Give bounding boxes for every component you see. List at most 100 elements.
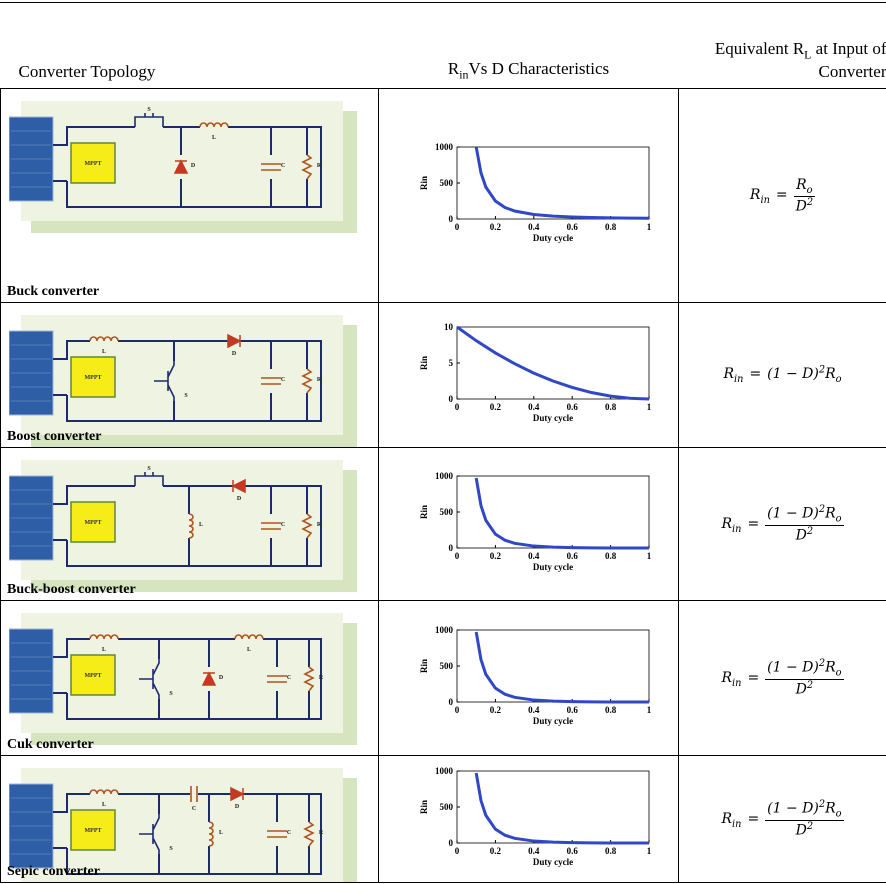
x-tick-label: 0.6: [566, 402, 578, 412]
x-tick-label: 0.4: [528, 402, 540, 412]
text-token: in: [734, 374, 743, 385]
formula-lhs: Rin: [723, 366, 743, 382]
formula-relation: =: [747, 670, 759, 686]
component-label: D: [235, 804, 240, 810]
fraction: (1 − D)2RoD2: [765, 658, 843, 697]
y-axis-label: Rin: [419, 504, 429, 518]
x-axis-label: Duty cycle: [532, 562, 572, 572]
text-token: D: [796, 528, 807, 544]
y-axis-label: Rin: [419, 799, 429, 813]
text-token: 2: [807, 821, 813, 832]
gap: [268, 155, 274, 179]
x-tick-label: 0.4: [528, 222, 540, 232]
x-tick-label: 0.4: [528, 551, 540, 561]
text-token: at Input of Converter: [811, 39, 886, 81]
top-rule: [0, 2, 886, 3]
formula-lhs: Rin: [721, 516, 741, 532]
x-tick-label: 0.6: [566, 551, 578, 561]
numerator: (1 − D)2Ro: [765, 658, 843, 679]
mppt-label: MPPT: [85, 673, 102, 679]
gap: [156, 814, 162, 854]
x-tick-label: 0.6: [566, 846, 578, 856]
text-token: R: [750, 187, 761, 203]
rin-chart: 0500100000.20.40.60.81Duty cycleRin: [399, 468, 659, 576]
text-token: 2: [807, 680, 813, 691]
gap: [274, 822, 280, 846]
y-tick-label: 0: [448, 543, 453, 553]
text-token: R: [825, 506, 836, 522]
circuit-board: [21, 460, 343, 580]
y-tick-label: 500: [439, 507, 453, 517]
component-label: D: [191, 163, 196, 169]
text-token: o: [836, 668, 842, 679]
formula-cell: Rin = (1 − D)2RoD2: [679, 601, 886, 756]
chart-cell: 0500100000.20.40.60.81Duty cycleRin: [379, 601, 679, 756]
plot-area: [457, 476, 649, 548]
fraction: (1 − D)2Ro D2: [765, 504, 843, 543]
numerator: (1 − D)2Ro: [765, 799, 843, 820]
component-label: L: [102, 349, 106, 355]
formula-lhs: Rin: [721, 811, 741, 827]
component-label: L: [199, 522, 203, 528]
x-tick-label: 1: [646, 551, 651, 561]
text-token: Vs D Characteristics: [468, 59, 609, 78]
x-tick-label: 0.6: [566, 222, 578, 232]
formula-relation: =: [747, 516, 759, 532]
denominator: D2: [794, 821, 815, 839]
table-row: MPPTSLDCRBuck converter0500100000.20.40.…: [1, 89, 886, 303]
x-tick-label: 1: [646, 402, 651, 412]
formula-relation: =: [776, 187, 788, 203]
text-token: 2: [807, 526, 813, 537]
text-token: R: [721, 811, 732, 827]
component-label: R: [319, 675, 324, 681]
text-token: R: [825, 801, 836, 817]
component-label: L: [102, 647, 106, 653]
x-tick-label: 0.4: [528, 705, 540, 715]
column-header: RinVs D Characteristics: [379, 4, 679, 89]
plot-area: [457, 630, 649, 702]
y-tick-label: 1000: [435, 142, 454, 152]
formula-lhs: Rin: [721, 670, 741, 686]
mppt-label: MPPT: [85, 520, 102, 526]
x-tick-label: 1: [646, 222, 651, 232]
x-tick-label: 0.8: [604, 705, 616, 715]
numerator: (1 − D)2Ro: [765, 504, 843, 525]
x-tick-label: 0.2: [489, 222, 501, 232]
formula-cell: Rin=(1 − D)2Ro: [679, 303, 886, 448]
y-tick-label: 1000: [435, 471, 454, 481]
x-tick-label: 0.8: [604, 402, 616, 412]
text-token: in: [760, 195, 769, 206]
chart-cell: 0500100000.20.40.60.81Duty cycleRin: [379, 89, 679, 303]
gap: [171, 361, 177, 401]
text-token: R: [721, 670, 732, 686]
y-axis-label: Rin: [419, 355, 429, 369]
x-tick-label: 0: [454, 222, 459, 232]
y-tick-label: 10: [444, 322, 454, 332]
circuit-board: [21, 613, 343, 733]
y-tick-label: 0: [448, 697, 453, 707]
x-tick-label: 0.8: [604, 551, 616, 561]
component-label: L: [212, 135, 216, 141]
text-token: (1 − D): [767, 366, 819, 382]
text-token: (1 − D): [767, 801, 819, 817]
chart-cell: 0500100000.20.40.60.81Duty cycleRin: [379, 756, 679, 883]
numerator: Ro: [794, 177, 814, 197]
component-label: C: [281, 163, 285, 169]
topology-cell: MPPTLSDCRBoost converter: [1, 303, 379, 448]
rin-chart: 0500100000.20.40.60.81Duty cycleRin: [399, 139, 659, 247]
x-axis-label: Duty cycle: [532, 413, 572, 423]
text-token: o: [836, 514, 842, 525]
mppt-label: MPPT: [85, 161, 102, 167]
x-tick-label: 0.4: [528, 846, 540, 856]
text-token: in: [732, 819, 741, 830]
component-label: C: [192, 806, 196, 812]
text-token: in: [732, 678, 741, 689]
text-token: Converter Topology: [19, 62, 156, 81]
x-tick-label: 0.2: [489, 402, 501, 412]
text-token: R: [796, 177, 807, 193]
formula-cell: Rin = (1 − D)2Ro D2: [679, 448, 886, 601]
